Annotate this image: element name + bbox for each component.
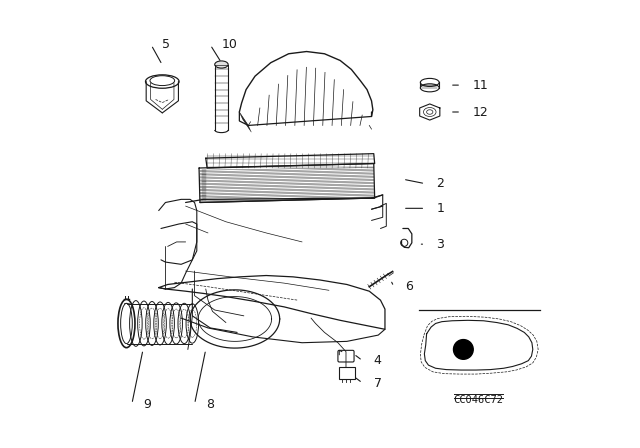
Bar [339, 367, 355, 379]
Text: 6: 6 [405, 280, 413, 293]
Circle shape [454, 340, 473, 359]
Text: 12: 12 [472, 105, 488, 119]
Ellipse shape [215, 61, 228, 68]
Text: 10: 10 [221, 38, 237, 52]
Text: 5: 5 [163, 38, 170, 52]
Text: 7: 7 [374, 376, 381, 390]
Text: 9: 9 [143, 397, 151, 411]
Text: 2: 2 [436, 177, 444, 190]
Text: 4: 4 [374, 354, 381, 367]
Text: CC046C72: CC046C72 [454, 395, 504, 405]
Text: 11: 11 [472, 78, 488, 92]
Text: 8: 8 [206, 397, 214, 411]
Text: 3: 3 [436, 237, 444, 251]
Text: 1: 1 [436, 202, 444, 215]
